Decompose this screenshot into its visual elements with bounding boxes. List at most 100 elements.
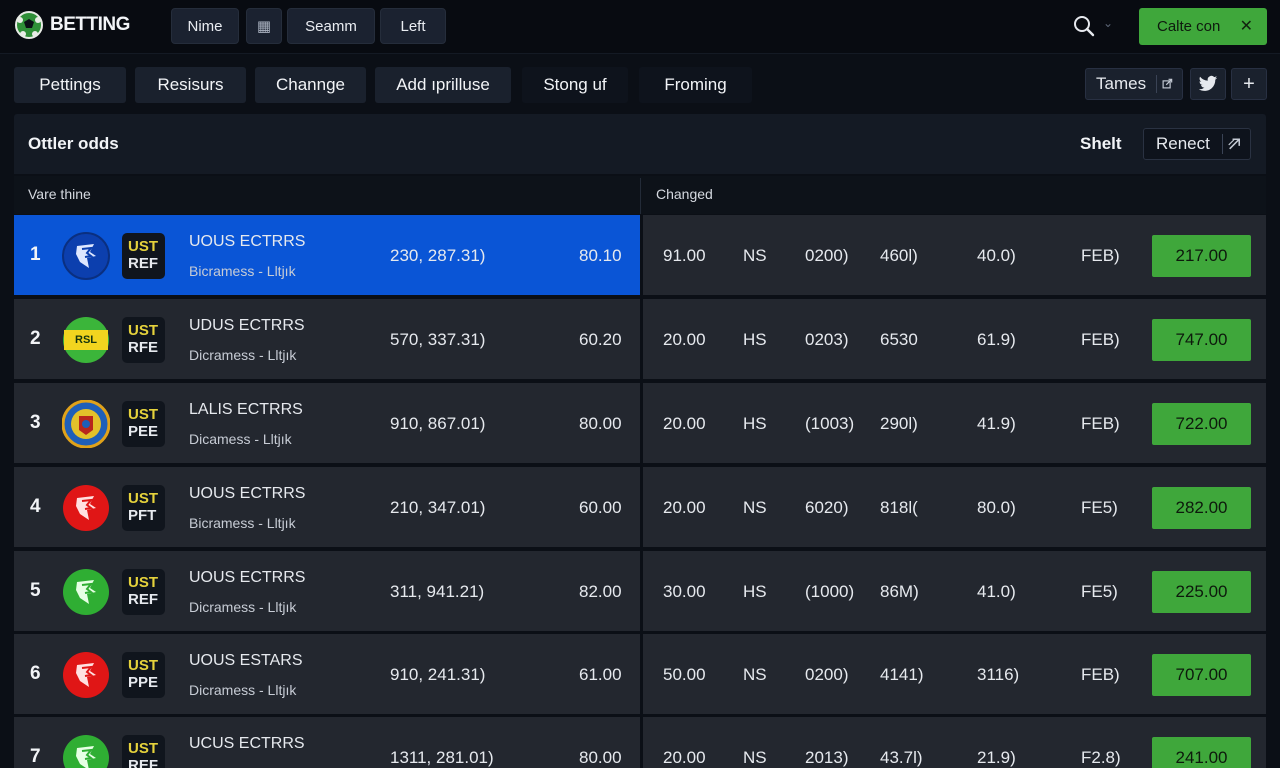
add-button[interactable]: + bbox=[1231, 68, 1267, 100]
team-logo-icon bbox=[62, 568, 110, 616]
row-value-c5: 41.0) bbox=[977, 582, 1016, 601]
table-row[interactable]: 5 UST REF UOUS ECTRRS Dicramess - Lltjık 311,… bbox=[14, 551, 1266, 631]
team-name: UDUS ECTRRS bbox=[189, 317, 305, 334]
row-value-c2: NS bbox=[743, 665, 767, 684]
row-value-c3: 0200) bbox=[805, 665, 849, 684]
tames-button[interactable]: Tames bbox=[1085, 68, 1183, 100]
soccer-ball-icon bbox=[15, 11, 43, 39]
team-subtitle: Dicramess - Lltjık bbox=[189, 599, 297, 615]
team-subtitle: Bicramess - Lltjık bbox=[189, 515, 296, 531]
badge-bottom: RFE bbox=[128, 339, 158, 356]
team-name: UOUS ECTRRS bbox=[189, 485, 306, 502]
table-row[interactable]: 6 UST PPE UOUS ESTARS Dicramess - Lltjık 910,… bbox=[14, 634, 1266, 714]
badge-top: UST bbox=[128, 406, 158, 423]
bet-price-button[interactable]: 707.00 bbox=[1152, 654, 1251, 696]
team-name: UOUS ECTRRS bbox=[189, 233, 306, 250]
row-value-c6: FEB) bbox=[1081, 414, 1120, 433]
row-right-cell: 50.00 NS 0200) 4141) 3116) FEB) 707.00 bbox=[643, 634, 1266, 714]
team-name: UCUS ECTRRS bbox=[189, 735, 305, 752]
panel-title: Ottler odds bbox=[28, 134, 119, 153]
row-value-c1: 30.00 bbox=[663, 582, 706, 601]
row-odds: 80.00 bbox=[579, 414, 622, 433]
bet-price-button[interactable]: 241.00 bbox=[1152, 737, 1251, 768]
table-row[interactable]: 1 UST REF UOUS ECTRRS Bicramess - Lltjık 230,… bbox=[14, 215, 1266, 295]
nav-item-stong[interactable]: Stong uf bbox=[522, 67, 628, 103]
brand[interactable]: BETTING bbox=[14, 10, 130, 40]
table-row[interactable]: 3 UST PEE LALIS ECTRRS Dicamess - Lltjık 910,… bbox=[14, 383, 1266, 463]
row-coordinates: 210, 347.01) bbox=[390, 498, 486, 517]
team-logo-icon bbox=[62, 484, 110, 532]
team-subtitle: Dicamess - Lltjık bbox=[189, 431, 292, 447]
close-icon[interactable]: ✕ bbox=[1239, 18, 1253, 35]
row-value-c3: 0200) bbox=[805, 246, 849, 265]
row-value-c1: 50.00 bbox=[663, 665, 706, 684]
arrow-up-right-icon bbox=[1222, 134, 1240, 154]
row-left-cell[interactable]: 2 RSL UST RFE UDUS ECTRRS Dicramess - Lltjık 5… bbox=[14, 299, 640, 379]
badge-top: UST bbox=[128, 740, 158, 757]
row-coordinates: 910, 241.31) bbox=[390, 665, 486, 684]
row-value-c4: 818l( bbox=[880, 498, 918, 517]
table-row[interactable]: 4 UST PFT UOUS ECTRRS Bicramess - Lltjık 210,… bbox=[14, 467, 1266, 547]
table-row[interactable]: 2 RSL UST RFE UDUS ECTRRS Dicramess - Lltjık 5… bbox=[14, 299, 1266, 379]
bet-price-button[interactable]: 282.00 bbox=[1152, 487, 1251, 529]
row-value-c1: 91.00 bbox=[663, 246, 706, 265]
row-value-c1: 20.00 bbox=[663, 414, 706, 433]
badge-bottom: REF bbox=[128, 591, 158, 608]
row-rank: 6 bbox=[30, 663, 41, 684]
row-value-c6: FE5) bbox=[1081, 582, 1118, 601]
nav-item-add[interactable]: Add ıprilluse bbox=[375, 67, 511, 103]
top-nav-nime-button[interactable]: Nime bbox=[171, 8, 239, 44]
row-rank: 1 bbox=[30, 244, 41, 265]
row-right-cell: 20.00 NS 2013) 43.7l) 21.9) F2.8) 241.00 bbox=[643, 717, 1266, 768]
twitter-button[interactable] bbox=[1190, 68, 1226, 100]
row-value-c4: 460l) bbox=[880, 246, 918, 265]
row-left-cell[interactable]: 7 UST REF UCUS ECTRRS 1311, 281.01) 80.00 bbox=[14, 717, 640, 768]
top-bar: BETTING Nime ▦ Seamm Left ⌄ Calte con ✕ bbox=[0, 0, 1280, 54]
search-icon[interactable] bbox=[1072, 14, 1096, 38]
bet-price-button[interactable]: 747.00 bbox=[1152, 319, 1251, 361]
row-left-cell[interactable]: 1 UST REF UOUS ECTRRS Bicramess - Lltjık 230,… bbox=[14, 215, 640, 295]
row-left-cell[interactable]: 6 UST PPE UOUS ESTARS Dicramess - Lltjık 910,… bbox=[14, 634, 640, 714]
row-value-c3: (1000) bbox=[805, 582, 855, 601]
row-value-c5: 3116) bbox=[977, 665, 1020, 684]
top-nav-left-button[interactable]: Left bbox=[380, 8, 446, 44]
team-name: UOUS ECTRRS bbox=[189, 569, 306, 586]
cta-label: Calte con bbox=[1157, 18, 1221, 35]
renect-button[interactable]: Renect bbox=[1143, 128, 1251, 160]
nav-item-froming[interactable]: Froming bbox=[639, 67, 752, 103]
nav-item-channge[interactable]: Channge bbox=[255, 67, 366, 103]
row-coordinates: 570, 337.31) bbox=[390, 330, 486, 349]
row-left-cell[interactable]: 4 UST PFT UOUS ECTRRS Bicramess - Lltjık 210,… bbox=[14, 467, 640, 547]
row-value-c3: 0203) bbox=[805, 330, 849, 349]
cta-button[interactable]: Calte con ✕ bbox=[1139, 8, 1267, 45]
row-value-c6: F2.8) bbox=[1081, 748, 1121, 767]
row-left-cell[interactable]: 5 UST REF UOUS ECTRRS Dicramess - Lltjık 311,… bbox=[14, 551, 640, 631]
table-row[interactable]: 7 UST REF UCUS ECTRRS 1311, 281.01) 80.00 20.0… bbox=[14, 717, 1266, 768]
badge-bottom: PFT bbox=[128, 507, 157, 524]
shelt-link[interactable]: Shelt bbox=[1080, 134, 1122, 153]
twitter-icon bbox=[1198, 75, 1218, 91]
team-logo-icon bbox=[62, 232, 110, 280]
team-subtitle: Bicramess - Lltjık bbox=[189, 263, 296, 279]
row-value-c1: 20.00 bbox=[663, 748, 706, 767]
row-value-c6: FE5) bbox=[1081, 498, 1118, 517]
row-value-c3: 6020) bbox=[805, 498, 849, 517]
row-odds: 61.00 bbox=[579, 665, 622, 684]
nav-item-pettings[interactable]: Pettings bbox=[14, 67, 126, 103]
bet-price-button[interactable]: 225.00 bbox=[1152, 571, 1251, 613]
grid-menu-button[interactable]: ▦ bbox=[246, 8, 282, 44]
row-value-c3: (1003) bbox=[805, 414, 855, 433]
bet-price-button[interactable]: 722.00 bbox=[1152, 403, 1251, 445]
row-value-c2: HS bbox=[743, 582, 767, 601]
row-left-cell[interactable]: 3 UST PEE LALIS ECTRRS Dicamess - Lltjık 910,… bbox=[14, 383, 640, 463]
row-coordinates: 910, 867.01) bbox=[390, 414, 486, 433]
bet-price-button[interactable]: 217.00 bbox=[1152, 235, 1251, 277]
row-rank: 3 bbox=[30, 412, 41, 433]
chevron-down-icon[interactable]: ⌄ bbox=[1103, 16, 1114, 30]
team-subtitle: Dicramess - Lltjık bbox=[189, 682, 297, 698]
top-nav-search-button[interactable]: Seamm bbox=[287, 8, 375, 44]
svg-text:RSL: RSL bbox=[75, 334, 97, 346]
row-value-c5: 21.9) bbox=[977, 748, 1016, 767]
nav-item-resisurs[interactable]: Resisurs bbox=[135, 67, 246, 103]
brand-name: BETTING bbox=[50, 14, 130, 35]
